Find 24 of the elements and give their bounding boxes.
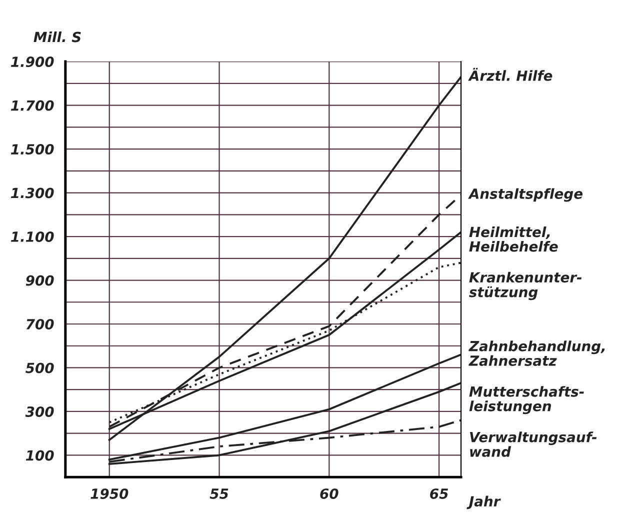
x-tick-label: 65 (430, 488, 448, 499)
y-tick-label: 1.100 (10, 231, 54, 242)
series-label: Verwaltungsauf-wand (470, 432, 597, 457)
y-tick-label: 1.900 (10, 56, 54, 68)
series-label: Mutterschafts-leistungen (469, 386, 584, 414)
x-axis-title: Jahr (466, 496, 501, 510)
series-label: Heilmittel, Heilbehelfe (469, 226, 558, 252)
x-tick-label: 55 (210, 488, 228, 499)
y-axis-title: Mill. S (34, 31, 81, 42)
y-tick-label: 1.300 (10, 188, 54, 198)
y-tick-label: 1.500 (10, 144, 54, 155)
y-tick-label: 100 (26, 450, 54, 461)
y-tick-label: 300 (25, 406, 54, 417)
series-label: Krankenunter-stützung (469, 272, 582, 300)
y-tick-label: 1.700 (10, 100, 54, 111)
y-tick-label: 900 (26, 275, 54, 286)
x-tick-label: 1950 (90, 488, 128, 499)
series-label: Ärztl. Hilfe (468, 68, 552, 81)
y-tick-label: 700 (26, 318, 54, 330)
x-tick-label: 60 (320, 488, 338, 499)
y-tick-label: 500 (25, 362, 54, 374)
line-series (108, 76, 462, 441)
series-label: Anstaltspflege (468, 188, 583, 202)
series-label: Zahnbehandlung, Zahnersatz (468, 340, 605, 366)
